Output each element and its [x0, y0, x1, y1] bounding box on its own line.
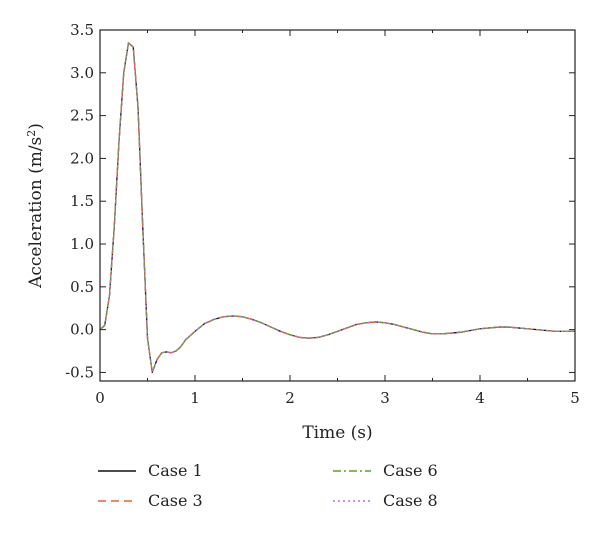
x-axis-title: Time (s) [302, 423, 372, 443]
plot-frame [99, 29, 576, 382]
series-line-2 [100, 42, 575, 374]
y-tick-label: 0.5 [70, 278, 94, 296]
y-axis-title: Acceleration (m/s2) [25, 123, 47, 289]
y-tick-label: 1.0 [70, 235, 94, 253]
x-tick-label: 3 [380, 389, 390, 407]
y-tick-label: 3.0 [70, 64, 94, 82]
series-layer [100, 42, 575, 374]
x-tick-label: 2 [285, 389, 295, 407]
y-tick-label: 0.0 [70, 321, 94, 339]
y-tick-label: 2.0 [70, 149, 94, 167]
y-axis-title-close: ) [26, 123, 46, 130]
x-tick-label: 4 [475, 389, 485, 407]
y-axis-title-superscript: 2 [25, 130, 38, 137]
legend: Case 1 Case 3 Case 6 Case 8 [98, 461, 438, 510]
y-axis-title-main: Acceleration (m/s [26, 137, 46, 289]
y-tick-label: 2.5 [70, 107, 94, 125]
legend-label: Case 3 [148, 491, 203, 510]
series-line-1 [100, 42, 575, 374]
ticks-layer: 0 1 2 3 4 5 -0.5 0.0 0.5 1.0 1.5 2.0 2.5 3.0 3.5 [65, 21, 580, 407]
y-tick-label: -0.5 [65, 363, 94, 381]
legend-label: Case 8 [383, 491, 438, 510]
x-tick-label: 0 [95, 389, 105, 407]
legend-label: Case 1 [148, 461, 203, 480]
x-tick-label: 1 [190, 389, 200, 407]
series-line-4 [100, 42, 575, 374]
legend-label: Case 6 [383, 461, 438, 480]
x-tick-label: 5 [570, 389, 580, 407]
series-line-3 [100, 42, 575, 374]
y-tick-label: 1.5 [70, 192, 94, 210]
y-tick-label: 3.5 [70, 21, 94, 39]
